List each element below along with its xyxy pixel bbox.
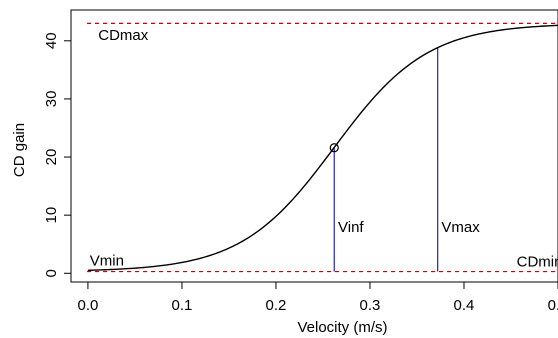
x-tick-label: 0.1 <box>172 297 193 314</box>
y-tick-label: 10 <box>43 207 60 224</box>
annotation-cdmax: CDmax <box>98 27 149 44</box>
annotation-vinf: Vinf <box>338 219 364 236</box>
inflection-point-marker <box>329 143 339 153</box>
plot-layer: 0.0 0.1 0.2 0.3 0.4 0.5 0 10 20 30 40 CDmax CDmin Vmi… <box>43 9 558 314</box>
y-tick-label: 40 <box>43 32 60 49</box>
y-axis-title: CD gain <box>11 123 28 177</box>
y-tick-label: 20 <box>43 149 60 166</box>
annotation-vmax: Vmax <box>441 219 480 236</box>
x-tick-label: 0.4 <box>454 297 475 314</box>
y-tick-label: 0 <box>43 269 60 277</box>
plot-frame <box>70 9 558 283</box>
y-tick-label: 30 <box>43 91 60 108</box>
x-axis-title: Velocity (m/s) <box>297 319 387 336</box>
x-tick-label: 0.0 <box>77 297 98 314</box>
annotation-cdmin: CDmin <box>517 254 558 271</box>
x-tick-label: 0.2 <box>266 297 287 314</box>
x-tick-label: 0.3 <box>360 297 381 314</box>
x-tick-label: 0.5 <box>548 297 558 314</box>
annotation-vmin: Vmin <box>90 252 124 269</box>
cd-gain-curve <box>87 24 558 271</box>
